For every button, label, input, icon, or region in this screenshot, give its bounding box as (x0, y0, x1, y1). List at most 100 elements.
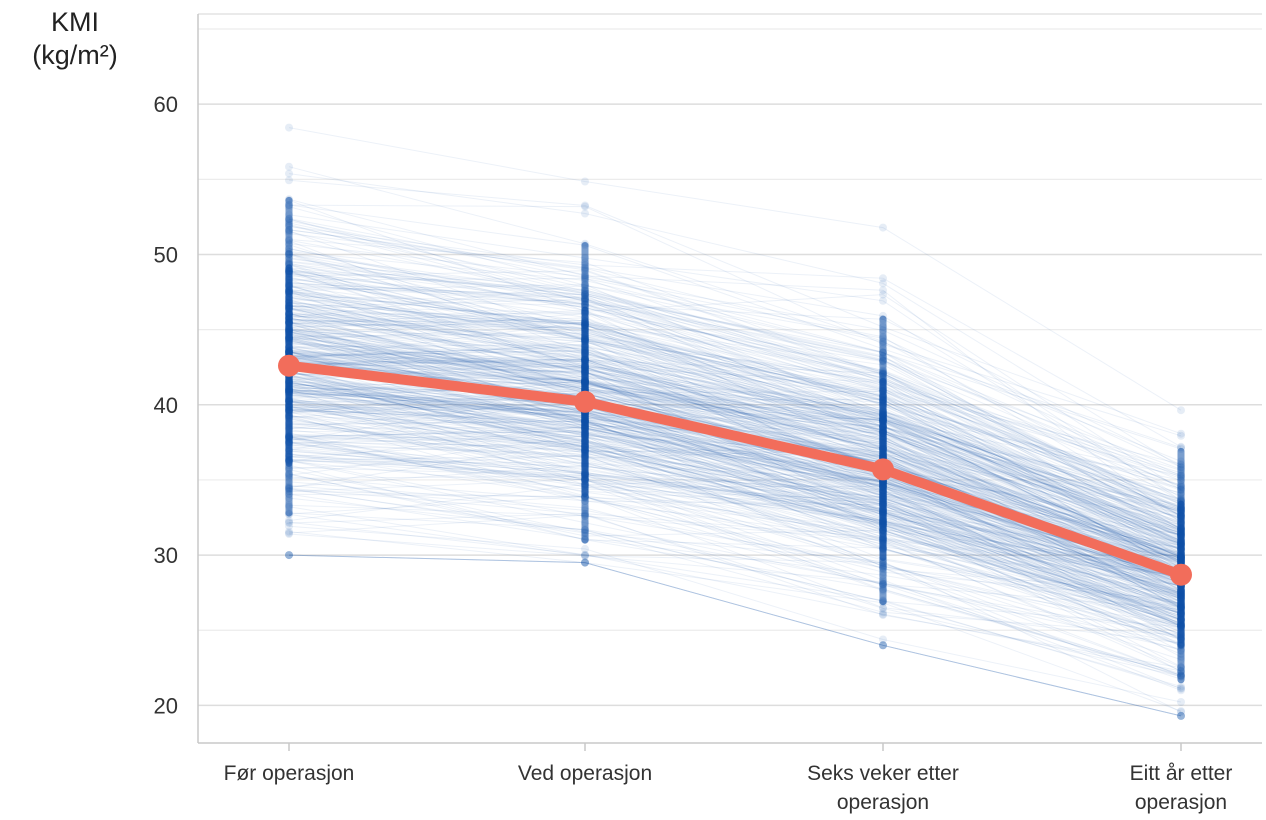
individual-line (288, 364, 1182, 578)
individual-line (288, 308, 1182, 508)
individual-line (288, 404, 1182, 596)
individual-line (288, 331, 1182, 526)
individual-point (581, 558, 589, 567)
individual-line (288, 127, 1182, 411)
individual-line (288, 253, 1182, 532)
individual-line (288, 270, 1182, 558)
individual-line (288, 308, 1182, 510)
individual-line (288, 277, 1182, 517)
individual-line (288, 321, 1182, 542)
individual-line (288, 339, 1182, 535)
grid-lines (198, 28, 1262, 707)
individual-line (288, 296, 1182, 537)
individual-line (288, 263, 1182, 557)
individual-line (288, 310, 1182, 564)
individual-line (288, 375, 1182, 578)
individual-line (288, 493, 1182, 626)
individual-line (288, 204, 1182, 437)
individual-point (285, 169, 293, 178)
y-tick-label: 50 (154, 242, 178, 267)
individual-line (288, 438, 1182, 622)
mean-point (574, 390, 596, 413)
individual-line (288, 385, 1182, 632)
individual-line (288, 531, 1182, 712)
individual-point (1177, 429, 1185, 438)
individual-line (288, 321, 1182, 592)
individual-line (288, 308, 1182, 545)
individual-line (288, 254, 1182, 529)
individual-line (288, 366, 1182, 569)
individual-line (288, 487, 1182, 669)
individual-line (288, 365, 1182, 567)
individual-line (288, 456, 1182, 600)
individual-line (288, 459, 1182, 620)
individual-line (288, 289, 1182, 542)
individual-line (288, 344, 1182, 541)
individual-line (288, 388, 1182, 580)
individual-line (288, 218, 1182, 474)
individual-line (288, 389, 1182, 580)
individual-line (288, 473, 1182, 677)
individual-line (288, 322, 1182, 597)
individual-point (1177, 684, 1185, 693)
individual-line (288, 397, 1182, 572)
individual-line (288, 374, 1182, 598)
individual-line (288, 432, 1182, 618)
individual-line (288, 199, 1182, 491)
individual-line (288, 351, 1182, 551)
individual-line (288, 263, 1182, 488)
individual-point (879, 608, 887, 617)
individual-line (288, 253, 1182, 490)
individual-line (288, 406, 1182, 587)
individual-line (288, 333, 1182, 562)
individual-line (288, 317, 1182, 563)
individual-line (288, 435, 1182, 614)
individual-line (288, 307, 1182, 584)
individual-line (288, 332, 1182, 562)
individual-point (285, 522, 293, 531)
individual-line (288, 370, 1182, 623)
individual-point (581, 550, 589, 559)
individual-line (288, 382, 1182, 539)
individual-line (288, 386, 1182, 626)
individual-line (288, 321, 1182, 560)
individual-line (288, 554, 1182, 717)
individual-line (288, 450, 1182, 651)
individual-line (288, 453, 1182, 633)
individual-line (288, 296, 1182, 488)
individual-line (288, 410, 1182, 570)
individual-point (285, 529, 293, 537)
individual-line (288, 405, 1182, 575)
individual-point (285, 123, 293, 132)
individual-line (288, 385, 1182, 621)
individual-line (288, 481, 1182, 680)
individual-trajectories (288, 127, 1182, 717)
individual-line (288, 272, 1182, 520)
individual-point (581, 201, 589, 210)
individual-point (1177, 708, 1185, 717)
individual-line (288, 400, 1182, 593)
individual-line (288, 436, 1182, 602)
individual-line (288, 396, 1182, 635)
individual-line (288, 290, 1182, 494)
individual-line (288, 453, 1182, 606)
individual-line (288, 466, 1182, 612)
individual-line (288, 321, 1182, 510)
individual-line (288, 437, 1182, 676)
individual-line (288, 360, 1182, 533)
individual-line (288, 336, 1182, 541)
individual-line (288, 204, 1182, 449)
individual-line (288, 279, 1182, 556)
individual-line (288, 359, 1182, 580)
individual-line (288, 495, 1182, 644)
individual-line (288, 345, 1182, 641)
individual-line (288, 291, 1182, 514)
individual-line (288, 420, 1182, 558)
individual-line (288, 350, 1182, 576)
individual-line (288, 393, 1182, 596)
individual-line (288, 497, 1182, 628)
individual-line (288, 273, 1182, 504)
individual-line (288, 321, 1182, 566)
individual-line (288, 240, 1182, 542)
individual-line (288, 327, 1182, 592)
